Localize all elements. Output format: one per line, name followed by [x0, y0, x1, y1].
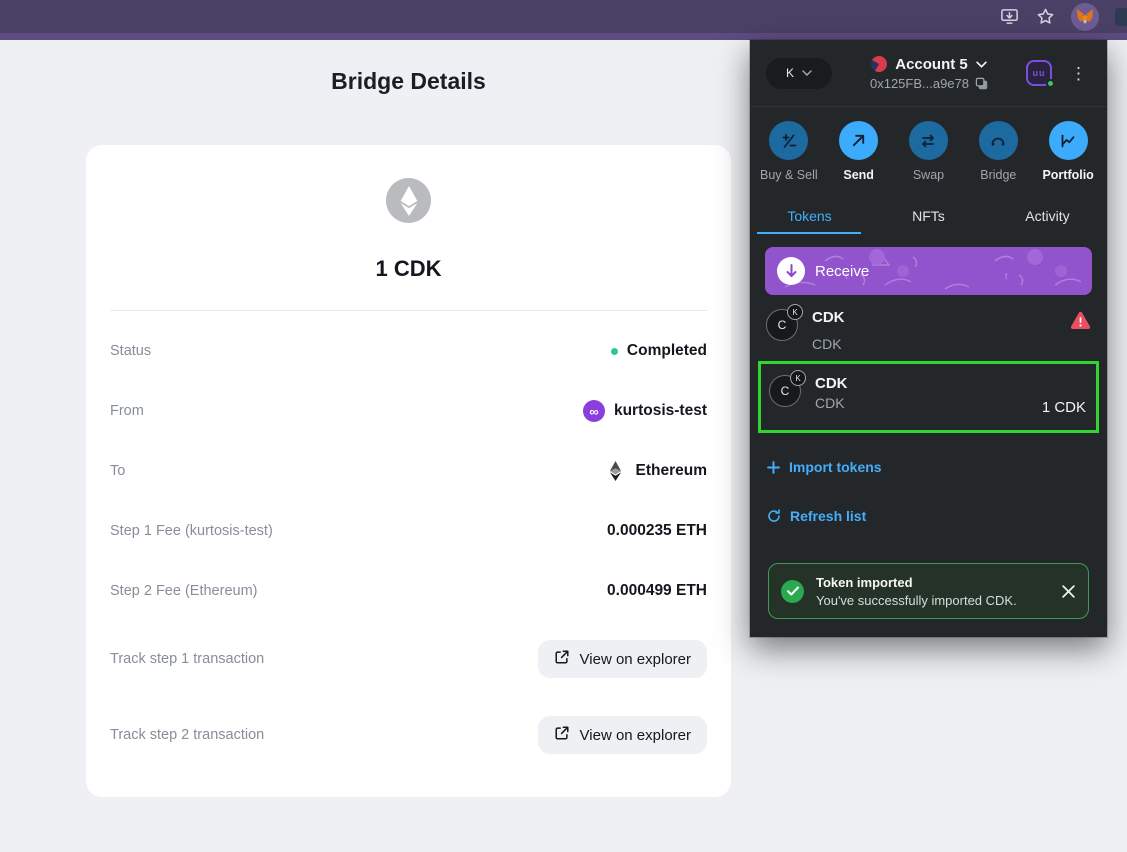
ethereum-network-icon — [605, 460, 627, 482]
track1-row: Track step 1 transaction View on explore… — [110, 621, 707, 697]
install-app-icon[interactable] — [999, 7, 1019, 27]
swap-button[interactable]: Swap — [897, 121, 959, 182]
from-row: From ∞ kurtosis-test — [110, 381, 707, 441]
fee1-value: 0.000235 ETH — [607, 522, 707, 539]
browser-toolbar — [0, 0, 1127, 33]
view-explorer-step2-label: View on explorer — [579, 726, 691, 744]
swap-icon — [922, 134, 935, 147]
account-selector[interactable]: Account 5 0x125FB...a9e78 — [870, 56, 988, 91]
fee2-label: Step 2 Fee (Ethereum) — [110, 583, 258, 599]
browser-edge-partial-icon — [1115, 7, 1127, 26]
view-explorer-step2-button[interactable]: View on explorer — [537, 716, 707, 754]
portfolio-button[interactable]: Portfolio — [1037, 121, 1099, 182]
tab-activity[interactable]: Activity — [1025, 208, 1070, 224]
page-title: Bridge Details — [331, 68, 486, 94]
token-name: CDK — [812, 336, 842, 352]
metamask-popup: K Account 5 0x125FB...a9e78 uu ⋮ — [750, 40, 1107, 637]
toast-message: You've successfully imported CDK. — [816, 592, 1017, 608]
receive-arrow-icon — [777, 257, 805, 285]
token-row-cdk-1[interactable]: C K CDK CDK — [750, 295, 1107, 352]
token-balance: 1 CDK — [1041, 399, 1086, 416]
to-label: To — [110, 463, 126, 479]
tab-nfts[interactable]: NFTs — [912, 208, 945, 224]
bridge-icon — [991, 137, 1005, 146]
to-value: Ethereum — [635, 462, 708, 479]
divider — [110, 310, 707, 311]
send-button[interactable]: Send — [828, 121, 890, 182]
to-row: To Ethereum — [110, 441, 707, 501]
status-row: Status Completed — [110, 321, 707, 381]
external-link-icon — [554, 725, 570, 745]
token-imported-toast: Token imported You've successfully impor… — [768, 563, 1089, 619]
refresh-icon — [768, 509, 780, 522]
network-selector[interactable]: K — [766, 57, 832, 89]
svg-text:t: t — [845, 271, 848, 281]
bridge-amount: 1 CDK — [375, 256, 442, 281]
buy-sell-icon — [782, 133, 797, 148]
refresh-list-label: Refresh list — [790, 508, 867, 524]
fee1-label: Step 1 Fee (kurtosis-test) — [110, 523, 273, 539]
fee2-row: Step 2 Fee (Ethereum) 0.000499 ETH — [110, 561, 707, 621]
network-badge-icon: K — [790, 370, 806, 386]
ethereum-token-icon — [386, 178, 431, 223]
status-value: Completed — [626, 342, 707, 359]
dapp-logo-icon: uu — [1026, 60, 1052, 86]
wallet-actions: Buy & Sell Send Swap — [750, 107, 1107, 182]
account-address: 0x125FB...a9e78 — [869, 75, 970, 91]
fee1-row: Step 1 Fee (kurtosis-test) 0.000235 ETH — [110, 501, 707, 561]
metamask-extension-icon[interactable] — [1071, 2, 1099, 31]
chevron-down-icon — [802, 70, 812, 76]
token-row-highlight: C K CDK CDK 1 CDK — [758, 361, 1099, 433]
account-address-row[interactable]: 0x125FB...a9e78 — [870, 76, 988, 91]
plus-icon — [767, 460, 780, 474]
token-symbol: CDK — [812, 309, 845, 326]
network-badge-icon: K — [787, 304, 803, 320]
toast-title: Token imported — [816, 574, 913, 590]
dapp-header-strip — [0, 33, 1127, 40]
polygon-network-icon: ∞ — [582, 400, 605, 422]
refresh-list-link[interactable]: Refresh list — [750, 508, 1107, 524]
account-name: Account 5 — [895, 55, 968, 73]
fee2-value: 0.000499 ETH — [607, 582, 707, 599]
svg-text:t: t — [1005, 271, 1008, 281]
send-icon — [852, 134, 865, 147]
wallet-header: K Account 5 0x125FB...a9e78 uu ⋮ — [750, 40, 1107, 107]
connected-dapp-badge[interactable]: uu — [1026, 60, 1055, 88]
track1-label: Track step 1 transaction — [110, 651, 265, 667]
token-row-cdk-2[interactable]: C K CDK CDK 1 CDK — [761, 364, 1096, 416]
close-icon[interactable] — [1061, 584, 1076, 599]
success-check-icon — [781, 579, 804, 603]
view-explorer-step1-button[interactable]: View on explorer — [537, 640, 707, 678]
track2-row: Track step 2 transaction View on explore… — [110, 697, 707, 773]
warning-icon[interactable] — [1070, 311, 1091, 330]
import-tokens-link[interactable]: Import tokens — [750, 459, 1107, 475]
wallet-tabs: Tokens NFTs Activity — [750, 200, 1107, 234]
tab-tokens[interactable]: Tokens — [750, 200, 869, 234]
external-link-icon — [554, 649, 570, 669]
copy-icon — [975, 77, 988, 89]
receive-label: Receive — [815, 262, 870, 280]
connection-status-dot — [1046, 79, 1055, 88]
from-label: From — [110, 403, 144, 419]
status-dot-icon — [610, 347, 618, 355]
from-value: kurtosis-test — [613, 402, 707, 419]
network-badge-letter: K — [785, 66, 794, 80]
buy-sell-button[interactable]: Buy & Sell — [758, 121, 820, 182]
import-tokens-label: Import tokens — [789, 459, 882, 475]
token-name: CDK — [815, 395, 845, 411]
account-avatar — [871, 56, 888, 72]
portfolio-icon — [1061, 134, 1075, 147]
track2-label: Track step 2 transaction — [110, 727, 265, 743]
view-explorer-step1-label: View on explorer — [579, 650, 691, 668]
bridge-details-card: 1 CDK Status Completed From ∞ kurtosis-te… — [86, 145, 731, 797]
bookmark-star-icon[interactable] — [1035, 7, 1055, 27]
menu-kebab-icon[interactable]: ⋮ — [1070, 63, 1087, 83]
chevron-down-icon — [976, 60, 987, 68]
status-label: Status — [110, 343, 152, 359]
token-symbol: CDK — [815, 375, 848, 392]
bridge-button[interactable]: Bridge — [967, 121, 1029, 182]
